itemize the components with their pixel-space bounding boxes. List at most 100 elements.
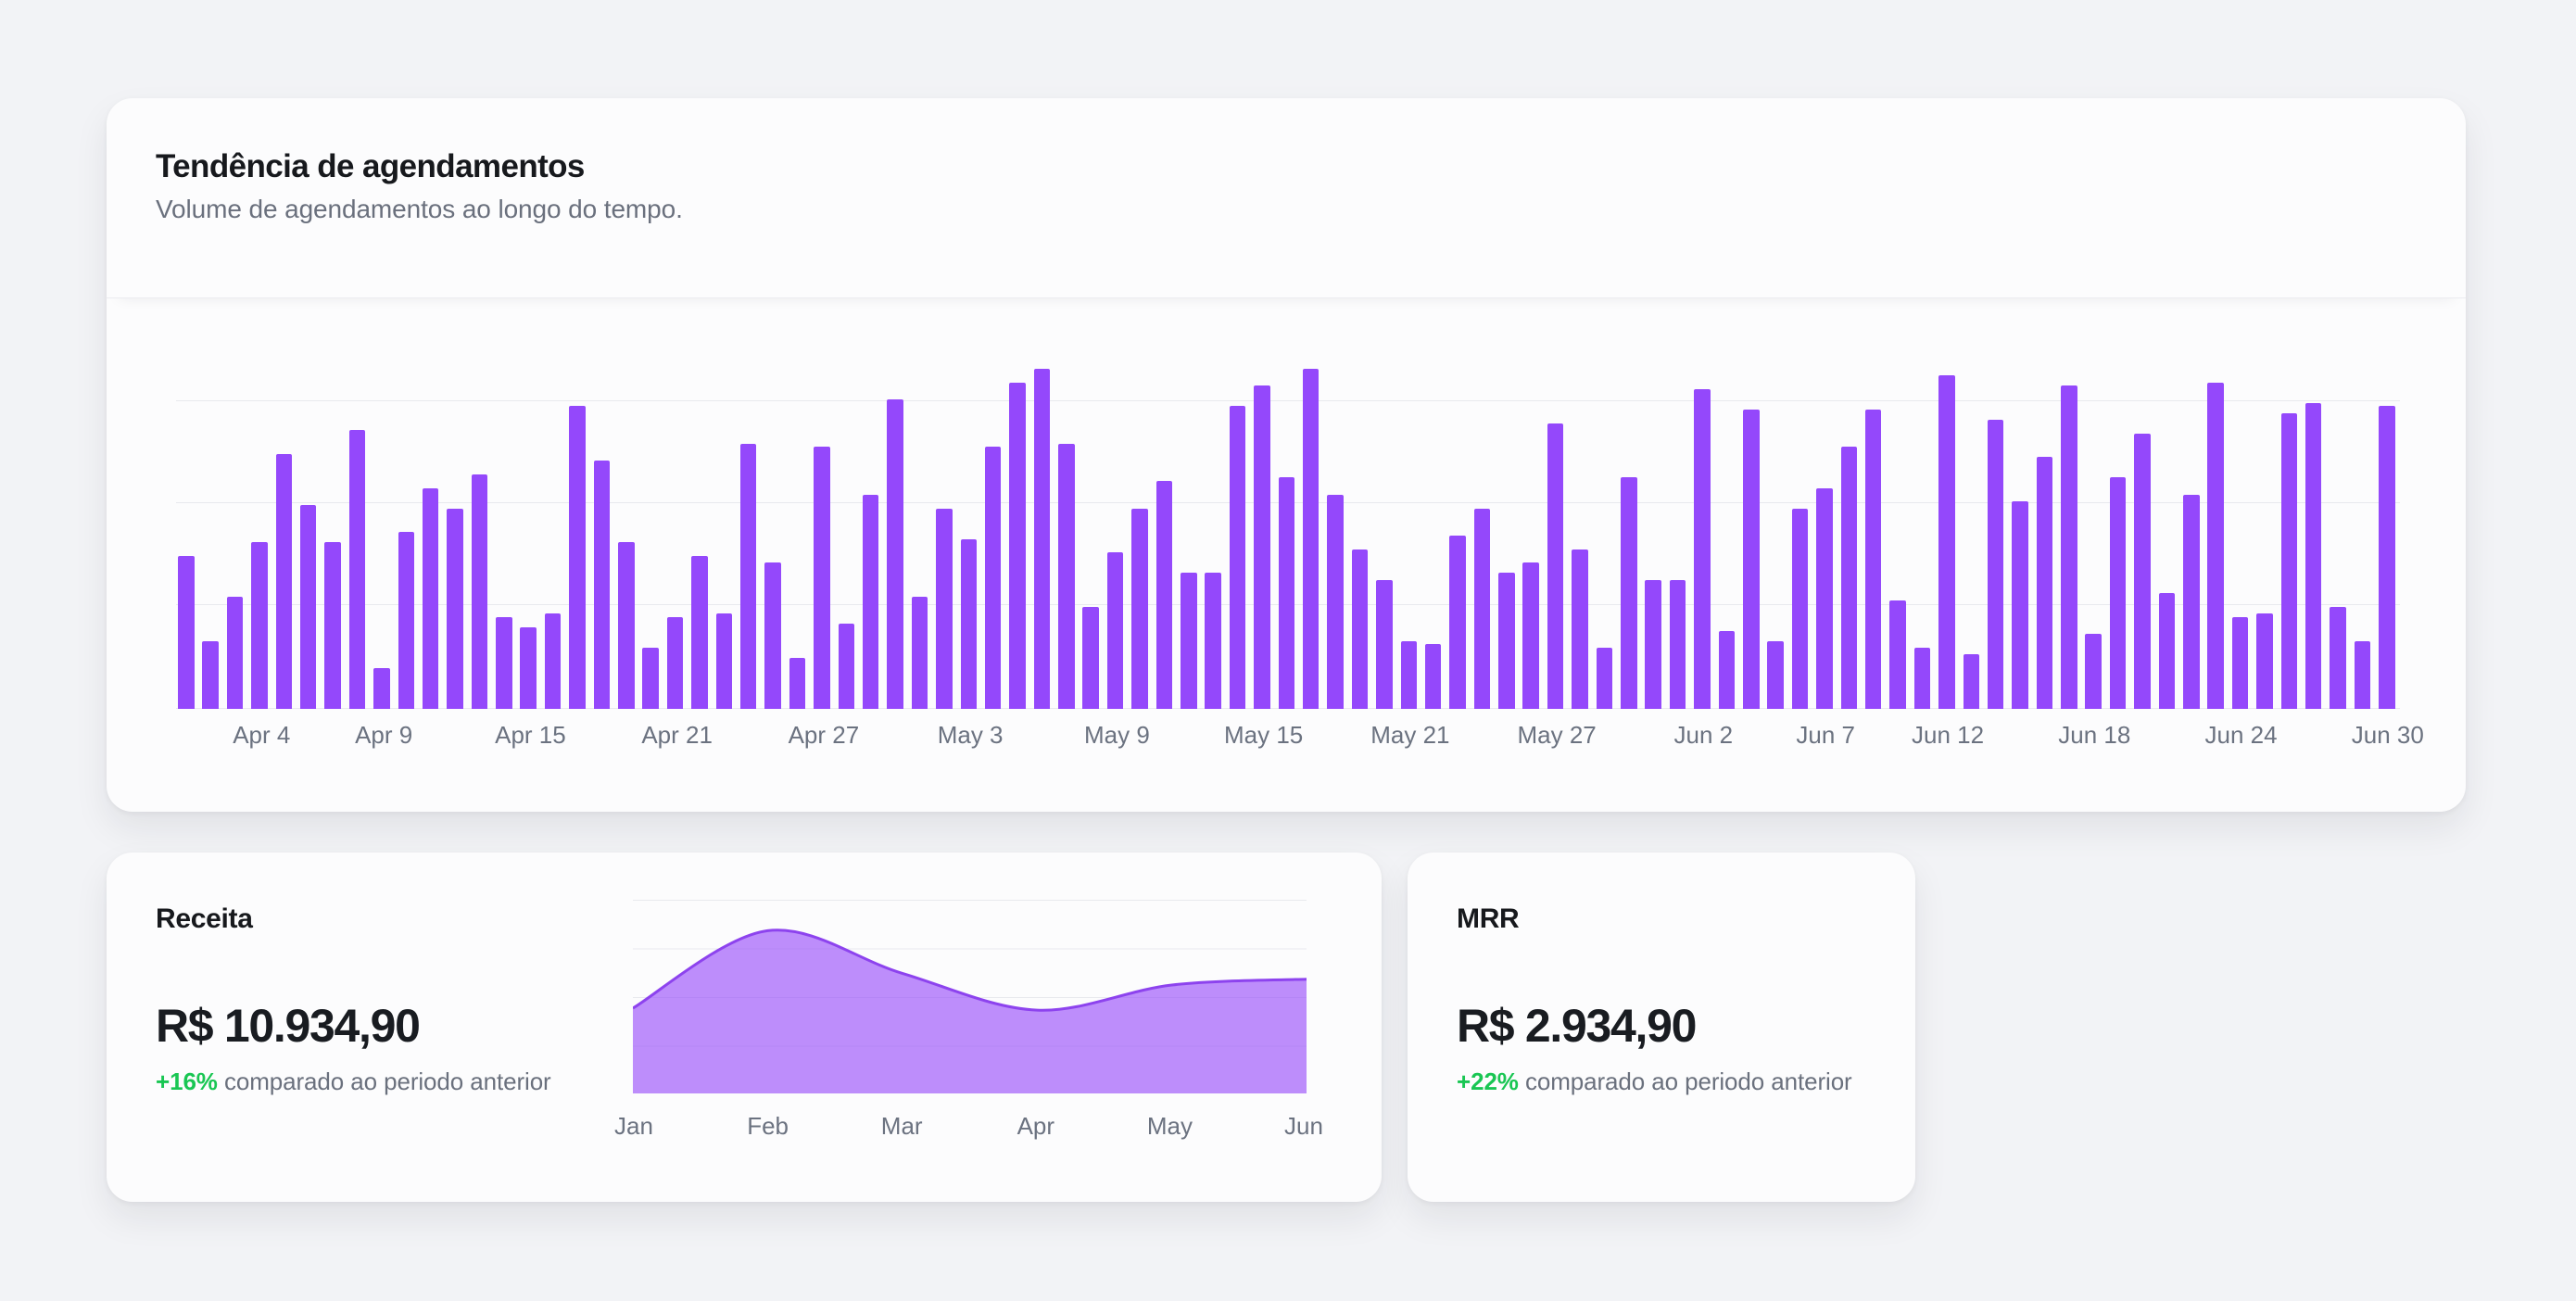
revenue-value: R$ 10.934,90 xyxy=(156,1000,421,1052)
bar[interactable] xyxy=(1473,508,1491,709)
revenue-area-chart[interactable]: Jan Feb Mar Apr May Jun xyxy=(614,900,1323,1141)
bar[interactable] xyxy=(1596,647,1613,709)
bar[interactable] xyxy=(1621,477,1637,709)
bar[interactable] xyxy=(2231,616,2249,709)
bar[interactable] xyxy=(1669,579,1686,709)
bar[interactable] xyxy=(1449,535,1466,709)
bar[interactable] xyxy=(2061,385,2077,709)
revenue-card-title: Receita xyxy=(156,903,253,934)
bar[interactable] xyxy=(2305,402,2322,709)
bar[interactable] xyxy=(1033,369,1051,709)
bar[interactable] xyxy=(2109,477,2127,709)
bar[interactable] xyxy=(814,447,830,709)
bar[interactable] xyxy=(1743,410,1760,709)
bar[interactable] xyxy=(666,616,684,709)
bar[interactable] xyxy=(936,508,953,709)
bar[interactable] xyxy=(275,453,293,709)
bar[interactable] xyxy=(2207,382,2224,709)
bar[interactable] xyxy=(471,474,488,709)
bar[interactable] xyxy=(789,658,806,709)
bookings-bar-chart[interactable]: Apr 4 Apr 9 Apr 15 Apr 21 Apr 27 May 3 May 9 Ma… xyxy=(176,329,2424,749)
bar[interactable] xyxy=(739,443,757,709)
bar[interactable] xyxy=(1424,644,1442,709)
bar[interactable] xyxy=(838,624,855,709)
bar[interactable] xyxy=(1181,573,1197,709)
bar[interactable] xyxy=(2036,457,2053,709)
bar[interactable] xyxy=(373,668,390,709)
bar[interactable] xyxy=(348,430,366,709)
bar[interactable] xyxy=(398,532,415,709)
bar[interactable] xyxy=(2012,501,2028,709)
bar[interactable] xyxy=(1351,549,1369,709)
bar[interactable] xyxy=(1009,382,1026,709)
bar[interactable] xyxy=(642,647,659,709)
bar[interactable] xyxy=(1522,562,1539,709)
bar[interactable] xyxy=(2379,406,2395,709)
bar[interactable] xyxy=(2183,494,2200,709)
bar[interactable] xyxy=(1694,389,1711,709)
bar[interactable] xyxy=(618,542,635,709)
bar[interactable] xyxy=(1376,579,1393,709)
bar[interactable] xyxy=(691,555,708,709)
bar[interactable] xyxy=(2330,606,2346,709)
x-tick-label: Jun 12 xyxy=(1912,721,1985,749)
bar[interactable] xyxy=(324,542,341,709)
bar[interactable] xyxy=(202,640,219,709)
bar[interactable] xyxy=(715,613,733,709)
bar[interactable] xyxy=(911,596,928,709)
bar[interactable] xyxy=(1400,640,1418,709)
bar[interactable] xyxy=(422,487,439,709)
bar[interactable] xyxy=(1082,606,1099,709)
bar[interactable] xyxy=(544,613,562,709)
bar[interactable] xyxy=(960,538,977,709)
bar[interactable] xyxy=(569,406,586,709)
bar[interactable] xyxy=(984,447,1002,709)
bar[interactable] xyxy=(1938,375,1955,709)
bar[interactable] xyxy=(1718,630,1736,709)
bar[interactable] xyxy=(2354,640,2371,709)
bar[interactable] xyxy=(299,504,317,709)
bar[interactable] xyxy=(1791,508,1809,709)
bar[interactable] xyxy=(1229,406,1246,709)
bar[interactable] xyxy=(1058,443,1075,709)
bar[interactable] xyxy=(2134,433,2151,709)
bar[interactable] xyxy=(447,508,463,709)
bar[interactable] xyxy=(1864,410,1882,709)
area-stroke xyxy=(633,928,1307,1012)
bar[interactable] xyxy=(2158,593,2176,709)
bar[interactable] xyxy=(593,461,611,709)
bar[interactable] xyxy=(1645,579,1661,709)
x-tick-label: Apr 21 xyxy=(641,721,713,749)
bar[interactable] xyxy=(1840,447,1858,709)
bar[interactable] xyxy=(887,399,903,709)
bar[interactable] xyxy=(2256,613,2273,709)
bar[interactable] xyxy=(764,562,781,709)
x-tick-label: Feb xyxy=(747,1112,789,1140)
bar[interactable] xyxy=(1767,640,1784,709)
bar[interactable] xyxy=(1987,420,2004,709)
bar[interactable] xyxy=(1963,654,1980,709)
bar[interactable] xyxy=(1547,423,1564,709)
bar[interactable] xyxy=(2280,412,2298,709)
bar[interactable] xyxy=(862,494,879,709)
bar[interactable] xyxy=(1913,647,1931,709)
bar[interactable] xyxy=(1278,477,1295,709)
x-tick-label: Jun 30 xyxy=(2351,721,2424,749)
bar[interactable] xyxy=(1498,573,1515,709)
bar[interactable] xyxy=(1205,573,1221,709)
bar[interactable] xyxy=(1155,481,1173,709)
bar[interactable] xyxy=(1302,369,1320,709)
bar[interactable] xyxy=(1131,508,1148,709)
bar[interactable] xyxy=(226,596,244,709)
bar[interactable] xyxy=(251,542,268,709)
bar[interactable] xyxy=(178,555,195,709)
bar[interactable] xyxy=(1889,600,1906,709)
bar[interactable] xyxy=(1572,549,1588,709)
bar[interactable] xyxy=(520,626,537,709)
bar[interactable] xyxy=(496,616,512,709)
bar[interactable] xyxy=(2085,634,2102,709)
bar[interactable] xyxy=(1106,552,1124,709)
bar[interactable] xyxy=(1327,494,1344,709)
bar[interactable] xyxy=(1816,487,1833,709)
bar[interactable] xyxy=(1254,385,1270,709)
